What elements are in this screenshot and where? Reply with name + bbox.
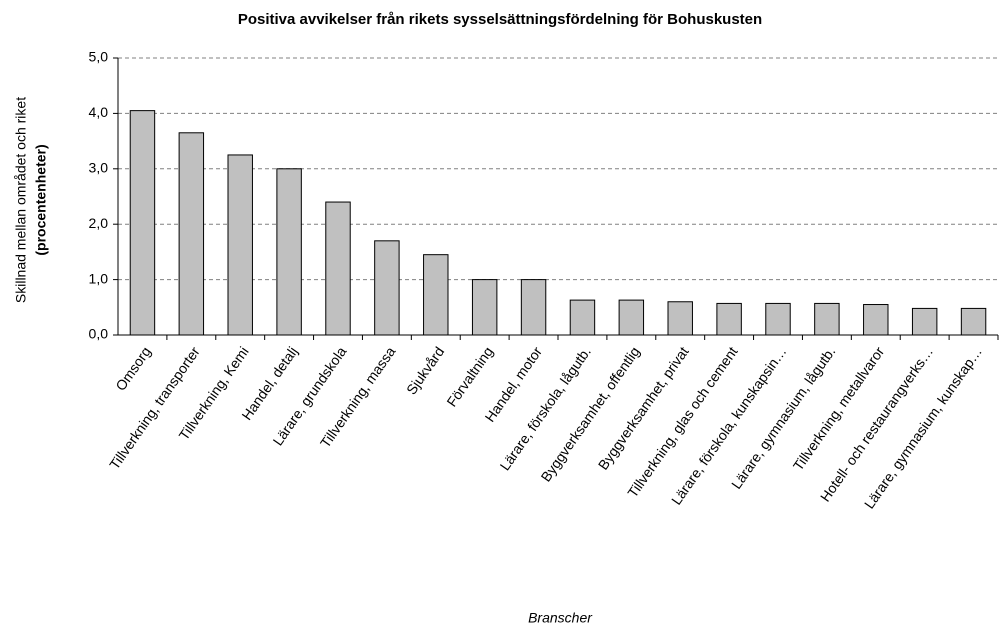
y-tick-label: 3,0 [89, 160, 109, 176]
bar [178, 132, 205, 336]
bar [765, 302, 791, 336]
bar [863, 304, 889, 336]
x-tick-label: Byggverksamhet, offentlig [537, 344, 642, 485]
bar [325, 201, 351, 336]
bar [960, 307, 987, 336]
bar [423, 254, 449, 336]
y-axis-label: (procentenheter) [33, 144, 49, 255]
bar [716, 302, 742, 336]
bar [471, 279, 498, 336]
bar [129, 110, 156, 336]
chart-title: Positiva avvikelser från rikets sysselsä… [238, 11, 762, 28]
y-axis-label: Skillnad mellan området och riket [13, 97, 29, 303]
bar [814, 302, 840, 336]
y-tick-label: 5,0 [89, 49, 109, 65]
bar [520, 279, 547, 336]
bar [276, 168, 302, 336]
y-tick-label: 2,0 [89, 215, 109, 231]
x-axis-label: Branscher [528, 610, 593, 626]
x-tick-label: Tillverkning, metallvaror [790, 343, 888, 473]
x-tick-label: Tillverkning, transporter [106, 343, 203, 472]
bar [911, 307, 938, 336]
x-tick-label: Sjukvård [403, 344, 447, 398]
y-tick-label: 4,0 [89, 104, 109, 120]
x-tick-label: Lärare, förskola, lågutb. [496, 344, 593, 474]
bar [667, 301, 693, 336]
y-tick-label: 0,0 [89, 326, 109, 342]
x-tick-label: Omsorg [112, 344, 154, 394]
x-tick-label: Byggverksamhet, privat [595, 344, 692, 473]
bar [227, 154, 253, 336]
y-tick-label: 1,0 [89, 270, 109, 286]
bar [618, 299, 645, 336]
bar [374, 240, 400, 336]
bar [569, 299, 596, 336]
x-tick-label: Förvaltning [443, 344, 496, 410]
